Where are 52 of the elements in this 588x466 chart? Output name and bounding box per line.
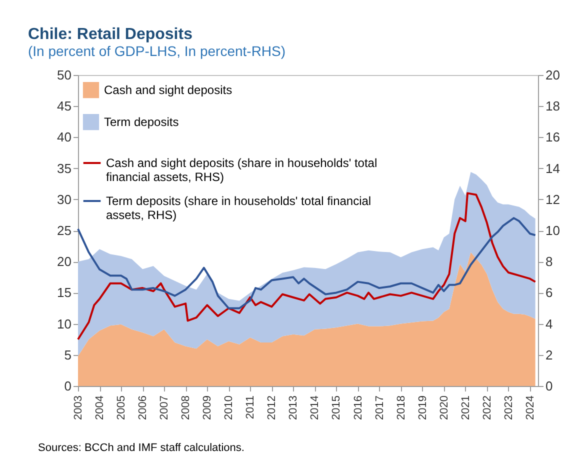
y2-tick-label: 0 <box>546 378 553 394</box>
y2-tick-label: 10 <box>546 223 560 238</box>
chart-title: Chile: Retail Deposits <box>28 26 193 43</box>
y2-tick-label: 2 <box>546 347 553 362</box>
y-tick-label: 40 <box>57 130 72 145</box>
x-tick-label: 2010 <box>223 396 236 420</box>
legend-label: Cash and sight deposits (share in households' total financial assets, RHS) <box>106 156 378 184</box>
line-series <box>77 192 536 340</box>
x-tick-label: 2019 <box>416 396 429 420</box>
x-tick-label: 2020 <box>438 396 450 420</box>
x-tick-label: 2009 <box>202 396 214 420</box>
y2-tick-label: 14 <box>546 160 560 176</box>
y-tick-label: 25 <box>57 223 72 238</box>
x-tick-label: 2021 <box>460 396 472 420</box>
legend-label: Term deposits <box>104 115 179 129</box>
x-tick-label: 2011 <box>244 396 257 420</box>
x-tick-label: 2003 <box>72 396 84 420</box>
x-tick-label: 2018 <box>395 396 408 420</box>
y2-tick-label: 16 <box>546 130 560 145</box>
y2-tick-label: 20 <box>546 68 560 82</box>
x-tick-label: 2005 <box>116 396 128 420</box>
y2-tick-label: 4 <box>546 316 553 332</box>
x-tick-label: 2012 <box>266 396 278 420</box>
x-tick-label: 2022 <box>481 396 494 420</box>
x-tick-label: 2007 <box>158 396 171 420</box>
y2-tick-label: 8 <box>546 254 553 270</box>
source-note: Sources: BCCh and IMF staff calculations. <box>38 442 244 454</box>
x-tick-label: 2016 <box>352 396 364 420</box>
x-tick-label: 2013 <box>288 396 300 420</box>
y-tick-label: 20 <box>57 254 72 270</box>
y-tick-label: 30 <box>57 192 72 207</box>
y2-tick-label: 18 <box>546 98 560 114</box>
y2-tick-label: 12 <box>546 192 560 207</box>
y-tick-label: 35 <box>57 160 72 176</box>
x-tick-label: 2024 <box>524 396 536 420</box>
x-tick-label: 2004 <box>94 396 106 420</box>
x-tick-label: 2006 <box>137 396 150 420</box>
y-tick-label: 0 <box>64 378 72 394</box>
y-tick-label: 50 <box>57 68 72 82</box>
x-tick-label: 2008 <box>180 396 192 420</box>
legend-label: Cash and sight deposits <box>104 83 232 97</box>
y-tick-label: 15 <box>57 285 72 300</box>
x-tick-label: 2017 <box>374 396 386 420</box>
y-tick-label: 5 <box>64 347 72 362</box>
x-tick-label: 2014 <box>309 396 322 420</box>
y-tick-label: 45 <box>57 98 72 114</box>
y2-tick-label: 6 <box>546 285 553 300</box>
x-tick-label: 2023 <box>502 396 515 420</box>
x-tick-label: 2015 <box>330 396 343 420</box>
y-tick-label: 10 <box>57 316 72 332</box>
chart-subtitle: (In percent of GDP-LHS, In percent-RHS) <box>28 43 286 59</box>
legend-label: Term deposits (share in households' total financial assets, RHS) <box>106 194 372 222</box>
